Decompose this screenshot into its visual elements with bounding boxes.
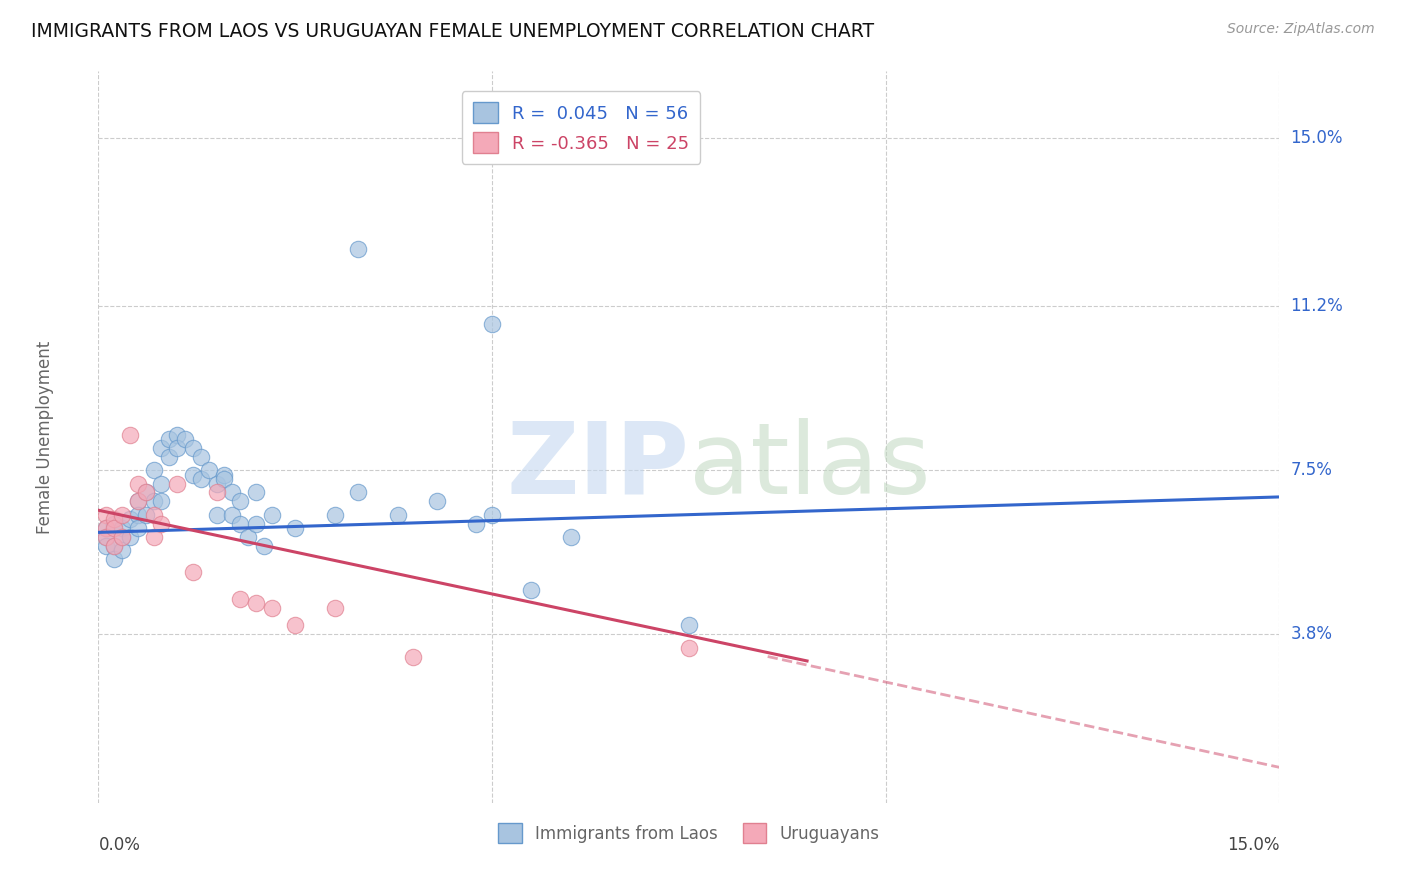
Point — [166, 476, 188, 491]
Point — [678, 640, 700, 655]
Point — [221, 508, 243, 522]
Point — [205, 485, 228, 500]
Point — [142, 508, 165, 522]
Point — [166, 441, 188, 455]
Point — [142, 494, 165, 508]
Point — [103, 516, 125, 531]
Point — [157, 450, 180, 464]
Point — [214, 472, 236, 486]
Point — [142, 530, 165, 544]
Point — [150, 516, 173, 531]
Point — [253, 539, 276, 553]
Point — [245, 485, 267, 500]
Point — [150, 441, 173, 455]
Point — [205, 508, 228, 522]
Text: ZIP: ZIP — [506, 417, 689, 515]
Point — [678, 618, 700, 632]
Point — [205, 476, 228, 491]
Point — [96, 539, 118, 553]
Point — [347, 242, 370, 256]
Text: 7.5%: 7.5% — [1291, 461, 1333, 479]
Point — [127, 508, 149, 522]
Point — [465, 516, 488, 531]
Point — [111, 543, 134, 558]
Point — [103, 521, 125, 535]
Text: atlas: atlas — [689, 417, 931, 515]
Point — [111, 530, 134, 544]
Point — [402, 649, 425, 664]
Point — [221, 485, 243, 500]
Point — [118, 530, 141, 544]
Text: 3.8%: 3.8% — [1291, 625, 1333, 643]
Text: IMMIGRANTS FROM LAOS VS URUGUAYAN FEMALE UNEMPLOYMENT CORRELATION CHART: IMMIGRANTS FROM LAOS VS URUGUAYAN FEMALE… — [31, 22, 875, 41]
Point — [135, 485, 157, 500]
Point — [560, 530, 582, 544]
Point — [190, 450, 212, 464]
Point — [481, 317, 503, 331]
Point — [103, 539, 125, 553]
Point — [96, 521, 118, 535]
Point — [142, 463, 165, 477]
Point — [284, 618, 307, 632]
Point — [127, 494, 149, 508]
Point — [127, 494, 149, 508]
Point — [181, 566, 204, 580]
Point — [426, 494, 449, 508]
Point — [260, 600, 283, 615]
Point — [181, 467, 204, 482]
Point — [481, 508, 503, 522]
Point — [214, 467, 236, 482]
Point — [96, 521, 118, 535]
Point — [181, 441, 204, 455]
Point — [103, 552, 125, 566]
Legend: Immigrants from Laos, Uruguayans: Immigrants from Laos, Uruguayans — [492, 817, 886, 849]
Point — [387, 508, 409, 522]
Point — [347, 485, 370, 500]
Point — [229, 516, 252, 531]
Point — [520, 582, 543, 597]
Point — [127, 521, 149, 535]
Point — [96, 508, 118, 522]
Point — [127, 476, 149, 491]
Point — [323, 508, 346, 522]
Point — [236, 530, 259, 544]
Point — [150, 476, 173, 491]
Text: 0.0%: 0.0% — [98, 836, 141, 854]
Text: Female Unemployment: Female Unemployment — [37, 341, 55, 533]
Point — [103, 512, 125, 526]
Point — [111, 508, 134, 522]
Point — [174, 432, 197, 446]
Point — [284, 521, 307, 535]
Point — [135, 508, 157, 522]
Point — [260, 508, 283, 522]
Point — [166, 428, 188, 442]
Point — [111, 530, 134, 544]
Text: 11.2%: 11.2% — [1291, 297, 1343, 315]
Point — [96, 530, 118, 544]
Point — [157, 432, 180, 446]
Point — [96, 530, 118, 544]
Point — [103, 539, 125, 553]
Point — [245, 516, 267, 531]
Point — [150, 494, 173, 508]
Point — [323, 600, 346, 615]
Point — [190, 472, 212, 486]
Text: 15.0%: 15.0% — [1227, 836, 1279, 854]
Point — [229, 494, 252, 508]
Point — [229, 591, 252, 606]
Point — [118, 428, 141, 442]
Point — [197, 463, 219, 477]
Text: 15.0%: 15.0% — [1291, 128, 1343, 147]
Point — [118, 512, 141, 526]
Point — [111, 521, 134, 535]
Point — [135, 485, 157, 500]
Text: Source: ZipAtlas.com: Source: ZipAtlas.com — [1227, 22, 1375, 37]
Point — [245, 596, 267, 610]
